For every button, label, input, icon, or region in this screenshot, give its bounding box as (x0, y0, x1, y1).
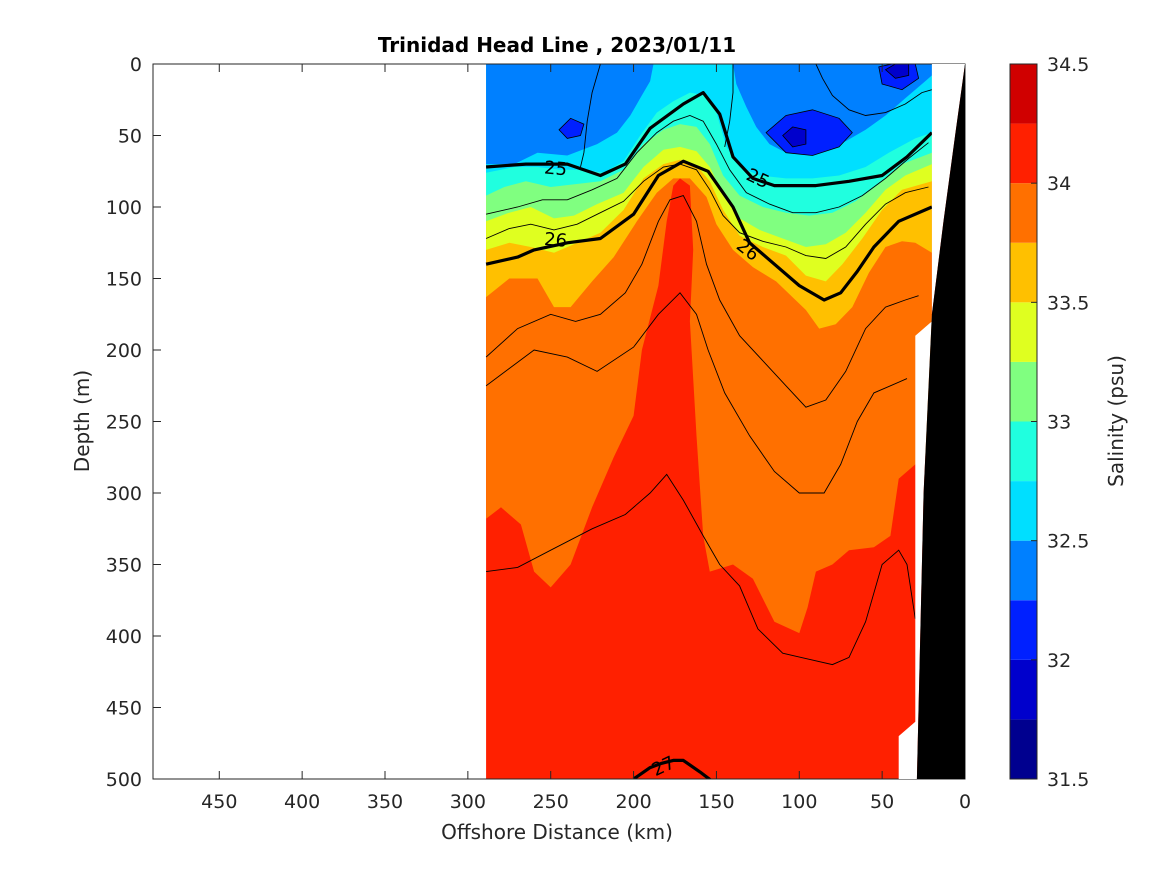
colorbar-tick-label: 33 (1047, 412, 1071, 434)
x-tick-label: 400 (284, 791, 320, 813)
colorbar-band (1010, 719, 1037, 779)
pocket-32-32.25-a (765, 109, 853, 156)
density-contour-label-text: 25 (543, 157, 568, 180)
y-tick-label: 100 (106, 197, 142, 219)
colorbar-label: Salinity (psu) (1104, 355, 1128, 487)
colorbar-band (1010, 540, 1037, 601)
pocket-31.75-32-b (884, 64, 910, 79)
density-contour-26 (485, 159, 933, 302)
density-contour-lines (485, 91, 934, 779)
x-tick-label: 350 (367, 791, 403, 813)
contour-line-surface-c (815, 64, 933, 116)
y-tick-label: 400 (106, 626, 142, 648)
colorbar-band (1010, 242, 1037, 303)
density-contour-label-25-0: 25 (543, 157, 568, 180)
density-contour-label-text: 26 (543, 229, 568, 252)
density-contour-25 (485, 91, 934, 188)
colorbar-band (1010, 302, 1037, 362)
contour-line-surface-a (580, 64, 601, 168)
chart-title: Trinidad Head Line , 2023/01/11 (378, 33, 736, 57)
colorbar: 31.5 32 32.5 33 33.5 34 34.5 Salinity (psu) (1009, 54, 1128, 791)
colorbar-band (1010, 64, 1037, 124)
y-tick-label: 50 (118, 126, 142, 148)
colorbar-band (1010, 600, 1037, 660)
y-tick-label: 200 (106, 340, 142, 362)
colorbar-tick-label: 32.5 (1047, 531, 1089, 553)
y-tick-label: 500 (106, 769, 142, 791)
x-tick-label: 50 (870, 791, 894, 813)
density-contour-27 (632, 758, 712, 779)
x-tick-label: 200 (615, 791, 651, 813)
colorbar-band (1010, 421, 1037, 482)
x-axis: 450 400 350 300 250 200 150 100 50 0 (201, 64, 971, 813)
colorbar-band (1010, 361, 1037, 422)
colorbar-tick-label: 34.5 (1047, 54, 1089, 76)
x-axis-label: Offshore Distance (km) (441, 820, 673, 844)
x-tick-label: 100 (781, 791, 817, 813)
colorbar-band (1010, 123, 1037, 184)
contour-line-shallow-a (485, 115, 929, 215)
colorbar-band (1010, 183, 1037, 243)
x-tick-label: 150 (698, 791, 734, 813)
x-tick-label: 0 (959, 791, 971, 813)
x-tick-label: 450 (201, 791, 237, 813)
colorbar-bands (1010, 64, 1037, 779)
contour-line-shallow-b (485, 163, 929, 259)
colorbar-tick-label: 32 (1047, 650, 1071, 672)
seafloor-bathymetry (916, 64, 965, 779)
y-axis: 0 50 100 150 200 250 300 350 400 450 500 (106, 54, 965, 791)
y-tick-label: 150 (106, 269, 142, 291)
pocket-31.75-32-a (782, 126, 807, 148)
y-tick-label: 0 (130, 54, 142, 76)
colorbar-band (1010, 481, 1037, 541)
salinity-contour-lines (485, 64, 933, 666)
y-tick-label: 450 (106, 698, 142, 720)
colorbar-band (1010, 659, 1037, 720)
contour-line-isopycnal-c (485, 195, 919, 408)
y-tick-label: 350 (106, 555, 142, 577)
colorbar-tick-label: 31.5 (1047, 769, 1089, 791)
colorbar-tick-label: 33.5 (1047, 292, 1089, 314)
y-tick-label: 250 (106, 412, 142, 434)
density-contour-label-26-2: 26 (543, 229, 568, 252)
colorbar-tick-label: 34 (1047, 173, 1071, 195)
x-tick-label: 250 (533, 791, 569, 813)
y-tick-label: 300 (106, 483, 142, 505)
colorbar-ticks: 31.5 32 32.5 33 33.5 34 34.5 (1031, 54, 1089, 791)
salinity-fill-bands (486, 64, 965, 779)
pocket-32-32.25-b (558, 117, 585, 139)
contour-line-isopycnal-a (485, 292, 908, 494)
x-tick-label: 300 (450, 791, 486, 813)
contour-line-isopycnal-b (486, 473, 916, 666)
y-axis-label: Depth (m) (70, 370, 94, 472)
